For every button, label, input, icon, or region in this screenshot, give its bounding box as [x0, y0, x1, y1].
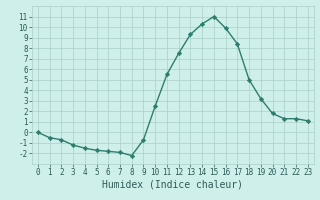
X-axis label: Humidex (Indice chaleur): Humidex (Indice chaleur)	[102, 180, 243, 190]
